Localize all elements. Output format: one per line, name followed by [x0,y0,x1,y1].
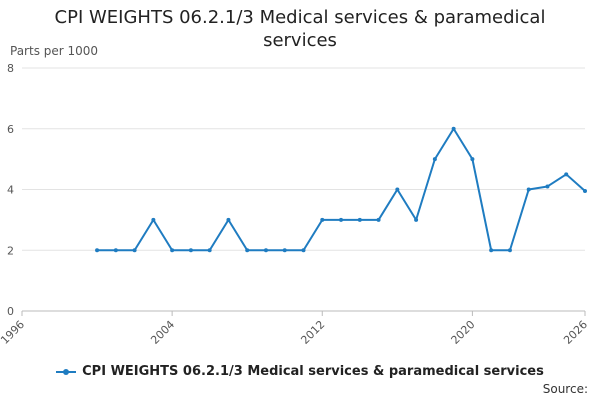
y-tick-label: 8 [7,62,14,75]
x-tick-label: 2012 [298,318,327,347]
data-point [583,189,587,194]
data-point [170,248,175,253]
y-axis-label: Parts per 1000 [10,44,99,58]
legend: CPI WEIGHTS 06.2.1/3 Medical services & … [0,364,600,382]
data-point [432,157,437,162]
data-point [451,126,456,131]
data-point [263,248,268,253]
x-tick-label: 2004 [148,318,177,347]
data-point [245,248,250,253]
source-label: Source: [542,382,588,396]
data-point [188,248,193,253]
y-tick-label: 6 [7,123,14,136]
data-point [207,248,212,253]
data-point [339,217,344,222]
data-point [226,217,231,222]
data-point [489,248,494,253]
legend-label: CPI WEIGHTS 06.2.1/3 Medical services & … [82,364,544,379]
data-point [282,248,287,253]
y-tick-label: 4 [7,184,14,197]
data-point [414,217,419,222]
x-tick-label: 1996 [0,318,27,347]
data-point [357,217,362,222]
data-point [301,248,306,253]
chart-title: CPI WEIGHTS 06.2.1/3 Medical services & … [54,7,546,51]
y-tick-label: 2 [7,244,14,257]
data-point [95,248,100,253]
data-point [395,187,400,192]
data-point [113,248,118,253]
data-point [132,248,137,253]
data-point [507,248,512,253]
data-point [545,184,550,189]
legend-swatch [56,366,77,378]
data-point [376,217,381,222]
data-point [526,187,531,192]
data-point [151,217,156,222]
data-point [320,217,325,222]
x-tick-label: 2020 [449,318,478,347]
x-tick-label: 2026 [561,318,590,347]
data-point [470,157,475,162]
y-tick-label: 0 [7,305,14,318]
data-point [564,172,569,177]
